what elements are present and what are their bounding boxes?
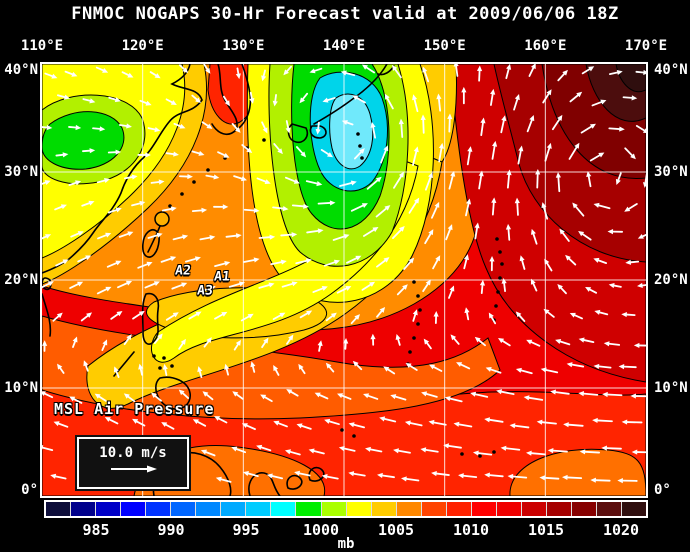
colorbar-cell: [496, 502, 522, 516]
colorbar-tick: 995: [232, 521, 260, 539]
colorbar-cell: [71, 502, 97, 516]
colorbar-cell: [46, 502, 72, 516]
colorbar-tick: 1015: [527, 521, 565, 539]
storm-marker-label: A1: [213, 269, 231, 285]
lon-tick-label: 170°E: [624, 38, 668, 54]
colorbar-cell: [521, 502, 547, 516]
colorbar-tick: 1020: [602, 521, 640, 539]
wind-scale-legend: 10.0 m/s: [77, 437, 189, 489]
lat-tick-label: 0°: [654, 482, 671, 498]
colorbar-cell: [221, 502, 247, 516]
colorbar-cell: [321, 502, 347, 516]
lon-tick-label: 120°E: [121, 38, 164, 54]
pressure-contour-plot: [42, 64, 646, 496]
colorbar-cell: [571, 502, 598, 516]
colorbar-cell: [371, 502, 397, 516]
lat-tick-label: 10°N: [4, 380, 38, 396]
colorbar-cell: [96, 502, 122, 516]
wind-scale-arrow-icon: [111, 465, 157, 473]
colorbar-cell: [546, 502, 572, 516]
wind-scale-value: 10.0 m/s: [99, 445, 167, 461]
colorbar-cell: [196, 502, 222, 516]
lat-tick-label: 30°N: [4, 164, 38, 180]
lon-tick-label: 110°E: [20, 38, 64, 54]
colorbar-tick: 1005: [377, 521, 415, 539]
lon-tick-label: 130°E: [222, 38, 265, 54]
colorbar-cell: [121, 502, 147, 516]
storm-marker-label: A3: [196, 283, 214, 299]
colorbar-units-label: mb: [337, 536, 355, 552]
lat-tick-label: 20°N: [4, 272, 38, 288]
colorbar-cell: [597, 502, 623, 516]
lat-tick-label: 40°N: [4, 62, 38, 78]
colorbar-tick: 990: [157, 521, 185, 539]
colorbar-cell: [421, 502, 447, 516]
colorbar-cell: [171, 502, 197, 516]
colorbar-cell: [296, 502, 322, 516]
storm-marker-label: A2: [174, 263, 192, 279]
colorbar-cell: [146, 502, 172, 516]
lon-tick-label: 160°E: [524, 38, 567, 54]
pressure-map-canvas: MSL Air Pressure A1 A2 A3 10.0 m/s: [40, 62, 648, 498]
colorbar-tick: 1000: [302, 521, 340, 539]
lat-tick-label: 10°N: [654, 380, 688, 396]
lon-tick-label: 150°E: [423, 38, 466, 54]
colorbar-cell: [396, 502, 422, 516]
colorbar-cell: [346, 502, 372, 516]
lat-tick-label: 40°N: [654, 62, 688, 78]
lon-tick-label: 140°E: [322, 38, 366, 54]
colorbar-cell: [246, 502, 272, 516]
pressure-colorbar: [44, 500, 648, 518]
colorbar-cell: [471, 502, 497, 516]
colorbar-cell: [446, 502, 472, 516]
field-label: MSL Air Pressure: [54, 400, 215, 418]
colorbar-cell: [622, 502, 647, 516]
page-title: FNMOC NOGAPS 30-Hr Forecast valid at 200…: [71, 4, 619, 24]
colorbar-cell: [271, 502, 297, 516]
lat-tick-label: 30°N: [654, 164, 688, 180]
lat-tick-label: 0°: [21, 482, 38, 498]
lat-tick-label: 20°N: [654, 272, 688, 288]
colorbar-tick: 1010: [452, 521, 490, 539]
colorbar-tick: 985: [82, 521, 110, 539]
